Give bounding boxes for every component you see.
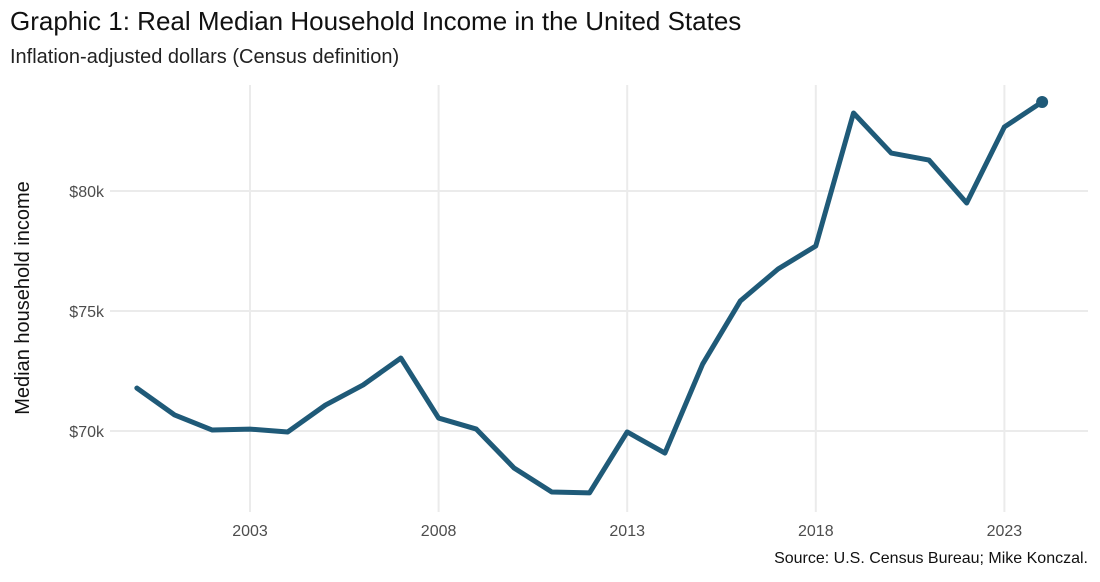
- y-tick-label: $70k: [69, 424, 105, 441]
- income-line: [134, 99, 1045, 496]
- y-tick-label: $75k: [69, 304, 105, 321]
- y-axis-label: Median household income: [12, 181, 34, 415]
- x-tick-label: 2018: [798, 523, 834, 540]
- x-tick-label: 2003: [232, 523, 268, 540]
- x-tick-label: 2013: [609, 523, 645, 540]
- x-tick-label: 2008: [421, 523, 457, 540]
- y-tick-label: $80k: [69, 184, 105, 201]
- chart-subtitle: Inflation-adjusted dollars (Census defin…: [10, 46, 400, 68]
- source-note: Source: U.S. Census Bureau; Mike Konczal…: [774, 550, 1088, 567]
- chart-title: Graphic 1: Real Median Household Income …: [10, 6, 742, 36]
- end-point-marker: [1036, 95, 1049, 108]
- x-tick-label: 2023: [987, 523, 1023, 540]
